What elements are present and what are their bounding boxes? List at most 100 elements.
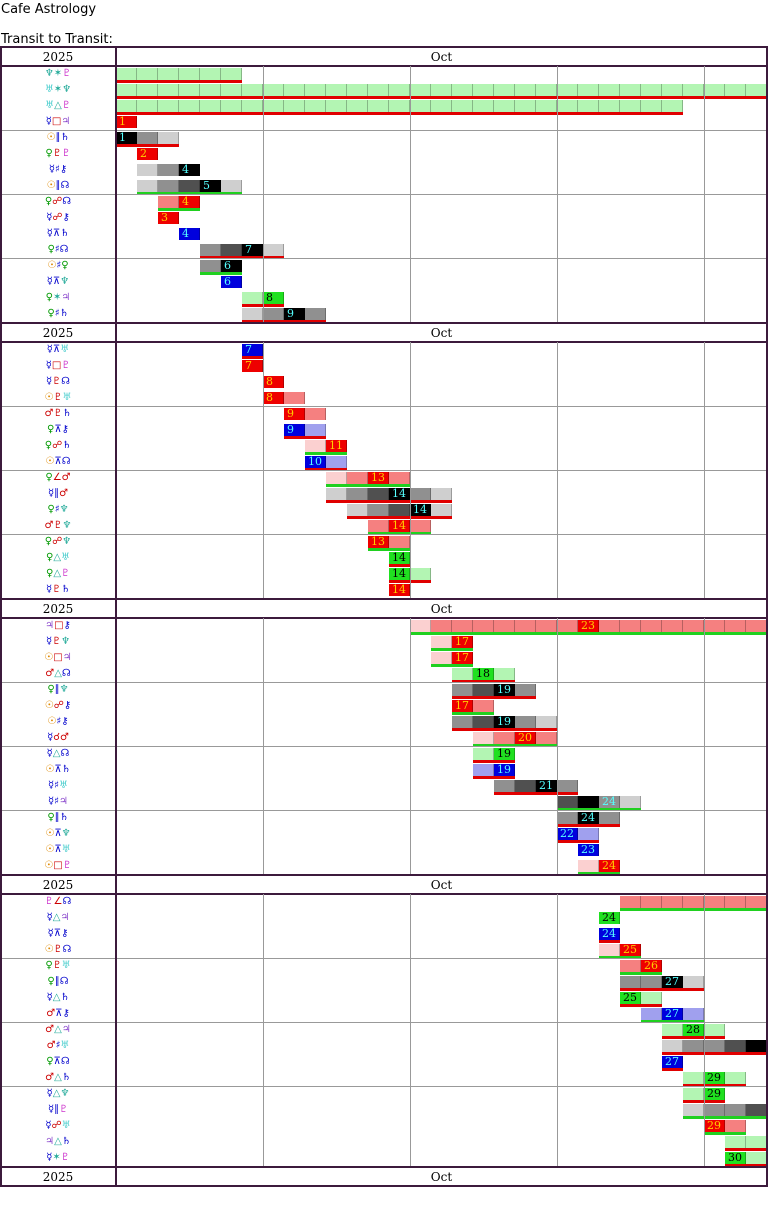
transit-bar[interactable]: 25 xyxy=(620,991,662,1007)
bar-segment xyxy=(515,716,536,728)
transit-bar[interactable]: 23 xyxy=(578,843,599,856)
aspect-glyph: ♂ xyxy=(44,408,54,419)
bar-segment xyxy=(473,668,494,680)
transit-bar[interactable]: 20 xyxy=(473,731,557,747)
transit-bar[interactable]: 19 xyxy=(473,747,515,763)
bar-segment xyxy=(389,520,410,532)
aspect-glyph: □ xyxy=(51,116,62,127)
bar-segment xyxy=(620,944,641,956)
transit-bar[interactable]: 3 xyxy=(158,211,179,224)
transit-bar[interactable]: 19 xyxy=(473,763,515,779)
exact-day-label: 19 xyxy=(497,747,511,760)
transit-bar[interactable]: 24 xyxy=(557,811,620,827)
bar-segment xyxy=(116,100,137,112)
bar-underline xyxy=(704,1132,746,1135)
transit-bar[interactable]: 30 xyxy=(725,1151,767,1167)
transit-bar[interactable]: 4 xyxy=(137,163,200,176)
aspect-glyph: ☊ xyxy=(59,244,69,255)
aspect-glyph: ∥ xyxy=(54,488,60,499)
transit-bar[interactable]: 7 xyxy=(242,343,263,359)
bar-segment xyxy=(158,196,179,208)
transit-bar[interactable]: 24 xyxy=(599,927,620,943)
transit-bar[interactable]: 17 xyxy=(452,699,494,715)
transit-bar[interactable]: 19 xyxy=(452,715,557,731)
transit-bar[interactable]: 13 xyxy=(326,471,410,487)
transit-bar[interactable]: 28 xyxy=(662,1023,725,1039)
transit-bar[interactable]: 1 xyxy=(116,115,137,128)
transit-bar[interactable]: 4 xyxy=(158,195,200,211)
bar-segment xyxy=(683,1072,704,1084)
bar-underline xyxy=(662,1068,683,1071)
transit-bar[interactable]: 25 xyxy=(599,943,641,959)
transit-bar[interactable] xyxy=(116,100,683,115)
transit-bar[interactable]: 6 xyxy=(200,259,242,275)
transit-bar[interactable]: 9 xyxy=(242,307,326,323)
transit-bar[interactable]: 8 xyxy=(263,391,305,404)
bar-segment xyxy=(641,896,662,908)
transit-bar[interactable]: 14 xyxy=(347,503,452,519)
transit-bar[interactable]: 27 xyxy=(662,1055,683,1071)
exact-day-label: 23 xyxy=(581,843,595,856)
transit-bar[interactable]: 14 xyxy=(326,487,452,503)
transit-bar[interactable]: 2 xyxy=(137,147,158,160)
bar-segment xyxy=(368,504,389,516)
aspect-label: ♀△♅ xyxy=(2,550,114,566)
transit-bar[interactable] xyxy=(116,68,242,83)
transit-bar[interactable]: 7 xyxy=(200,243,284,259)
bar-segment xyxy=(599,944,620,956)
transit-bar[interactable]: 29 xyxy=(683,1071,746,1087)
bar-segment xyxy=(473,748,494,760)
bar-segment xyxy=(662,1056,683,1068)
week-gridline xyxy=(704,258,705,322)
transit-bar[interactable]: 7 xyxy=(242,359,263,372)
transit-bar[interactable]: 24 xyxy=(599,911,620,924)
exact-day-label: 29 xyxy=(707,1119,721,1132)
transit-bar[interactable] xyxy=(683,1104,767,1119)
transit-bar[interactable]: 5 xyxy=(137,179,242,195)
bar-segment xyxy=(725,1152,746,1164)
aspect-glyph: ♅ xyxy=(60,344,70,355)
transit-bar[interactable] xyxy=(116,84,767,99)
transit-bar[interactable]: 24 xyxy=(557,795,641,811)
transit-bar[interactable]: 27 xyxy=(620,975,704,991)
transit-bar[interactable]: 21 xyxy=(494,779,578,795)
transit-bar[interactable]: 18 xyxy=(452,667,515,683)
transit-bar[interactable]: 29 xyxy=(704,1119,746,1135)
transit-bar[interactable]: 26 xyxy=(620,959,662,975)
aspect-label: ☉♯⚷ xyxy=(2,714,114,730)
week-gridline xyxy=(410,682,411,746)
transit-bar[interactable]: 13 xyxy=(368,535,410,551)
transit-bar[interactable]: 14 xyxy=(368,519,431,535)
exact-day-label: 23 xyxy=(581,619,595,632)
transit-bar[interactable]: 19 xyxy=(452,683,536,699)
transit-bar[interactable]: 1 xyxy=(116,131,179,147)
transit-bar[interactable]: 24 xyxy=(578,859,620,875)
transit-bar[interactable]: 23 xyxy=(410,619,767,635)
transit-bar[interactable]: 14 xyxy=(389,551,410,567)
transit-bar[interactable]: 17 xyxy=(431,651,473,667)
transit-bar[interactable] xyxy=(725,1136,767,1151)
aspect-glyph: ♀ xyxy=(47,812,55,823)
bar-segment xyxy=(704,1024,725,1036)
aspect-label: ♀☍♄ xyxy=(2,438,114,454)
transit-bar[interactable]: 9 xyxy=(284,423,326,439)
transit-bar[interactable] xyxy=(662,1040,767,1055)
transit-bar[interactable]: 17 xyxy=(431,635,473,651)
transit-bar[interactable]: 6 xyxy=(221,275,242,288)
transit-bar[interactable]: 8 xyxy=(263,375,284,388)
bar-segment xyxy=(683,1024,704,1036)
transit-bar[interactable]: 11 xyxy=(305,439,347,455)
transit-bar[interactable]: 14 xyxy=(389,583,410,596)
bar-segment xyxy=(389,552,410,564)
aspect-label: ☉□♇ xyxy=(2,858,114,874)
aspect-glyph: ☿ xyxy=(47,1104,55,1115)
transit-bar[interactable] xyxy=(620,896,767,911)
transit-bar[interactable]: 10 xyxy=(305,455,347,471)
transit-bar[interactable]: 4 xyxy=(179,227,200,240)
bar-segment xyxy=(494,732,515,744)
aspect-glyph: ☉ xyxy=(45,828,55,839)
transit-bar[interactable]: 27 xyxy=(641,1007,704,1023)
week-gridline xyxy=(704,534,705,598)
transit-bar[interactable]: 9 xyxy=(284,407,326,420)
transit-bar[interactable]: 22 xyxy=(557,827,599,843)
